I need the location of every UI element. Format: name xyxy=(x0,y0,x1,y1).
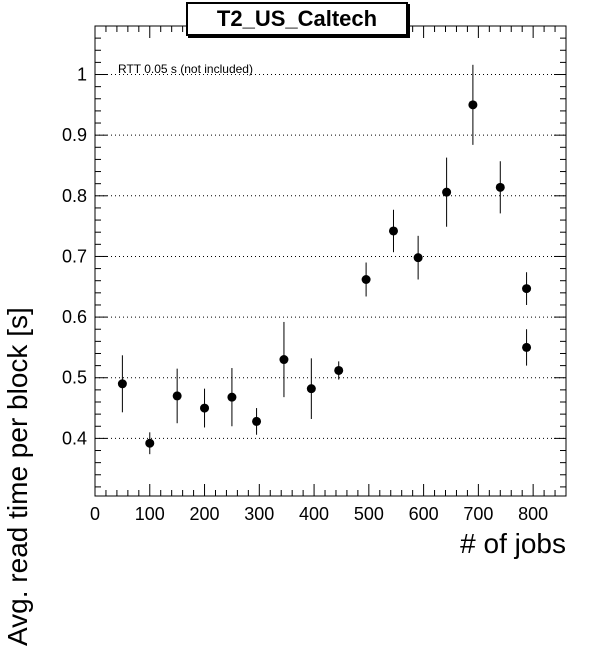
data-point xyxy=(522,272,532,305)
point-marker xyxy=(361,274,371,284)
point-marker xyxy=(442,187,452,197)
point-marker xyxy=(468,100,478,110)
data-point xyxy=(334,361,344,380)
point-marker xyxy=(145,438,155,448)
axis-ticks xyxy=(94,25,567,496)
x-tick-label: 100 xyxy=(135,504,165,524)
chart: 0 100 200 300 400 500 600 700 800 0.4 0.5 0.6 0.7 0.8… xyxy=(62,25,567,524)
y-tick-label: 0.7 xyxy=(62,246,87,266)
x-tick-label: 500 xyxy=(354,504,384,524)
point-marker xyxy=(117,379,127,389)
point-marker xyxy=(227,392,237,402)
x-tick-label: 700 xyxy=(463,504,493,524)
tick-labels: 0 100 200 300 400 500 600 700 800 0.4 0.5 0.6 0.7 0.8… xyxy=(62,65,548,524)
y-tick-label: 0.4 xyxy=(62,428,87,448)
data-points xyxy=(117,64,532,455)
point-marker xyxy=(200,403,210,413)
data-point xyxy=(388,209,398,253)
data-point xyxy=(172,368,182,424)
rtt-annotation: RTT 0.05 s (not included) xyxy=(118,62,253,76)
point-marker xyxy=(172,391,182,401)
data-point xyxy=(361,262,371,297)
point-marker xyxy=(522,284,532,294)
y-tick-label: 0.9 xyxy=(62,125,87,145)
data-point xyxy=(200,388,210,428)
data-point xyxy=(279,321,289,398)
data-point xyxy=(227,368,237,427)
x-tick-label: 200 xyxy=(190,504,220,524)
data-point xyxy=(495,161,505,214)
point-marker xyxy=(252,416,262,426)
data-point xyxy=(468,64,478,145)
data-point xyxy=(145,432,155,455)
y-tick-label: 0.5 xyxy=(62,368,87,388)
data-point xyxy=(413,235,423,280)
point-marker xyxy=(522,342,532,352)
y-tick-label: 0.8 xyxy=(62,186,87,206)
point-marker xyxy=(413,253,423,263)
data-point xyxy=(522,329,532,366)
chart-title: T2_US_Caltech xyxy=(186,2,408,36)
x-tick-label: 0 xyxy=(90,504,100,524)
data-point xyxy=(117,355,127,413)
point-marker xyxy=(279,355,289,365)
data-point xyxy=(252,408,262,435)
x-tick-label: 600 xyxy=(409,504,439,524)
plot-frame xyxy=(94,25,567,497)
y-axis-label: Avg. read time per block [s] xyxy=(2,307,33,646)
point-marker xyxy=(495,182,505,192)
x-tick-label: 400 xyxy=(299,504,329,524)
point-marker xyxy=(334,365,344,375)
data-point xyxy=(442,157,452,227)
point-marker xyxy=(388,226,398,236)
data-point xyxy=(306,358,316,419)
x-tick-label: 300 xyxy=(244,504,274,524)
x-axis-label: # of jobs xyxy=(460,528,566,559)
x-tick-label: 800 xyxy=(518,504,548,524)
point-marker xyxy=(306,384,316,394)
grid-lines xyxy=(95,74,566,439)
y-tick-label: 0.6 xyxy=(62,307,87,327)
y-tick-label: 1 xyxy=(77,65,87,85)
